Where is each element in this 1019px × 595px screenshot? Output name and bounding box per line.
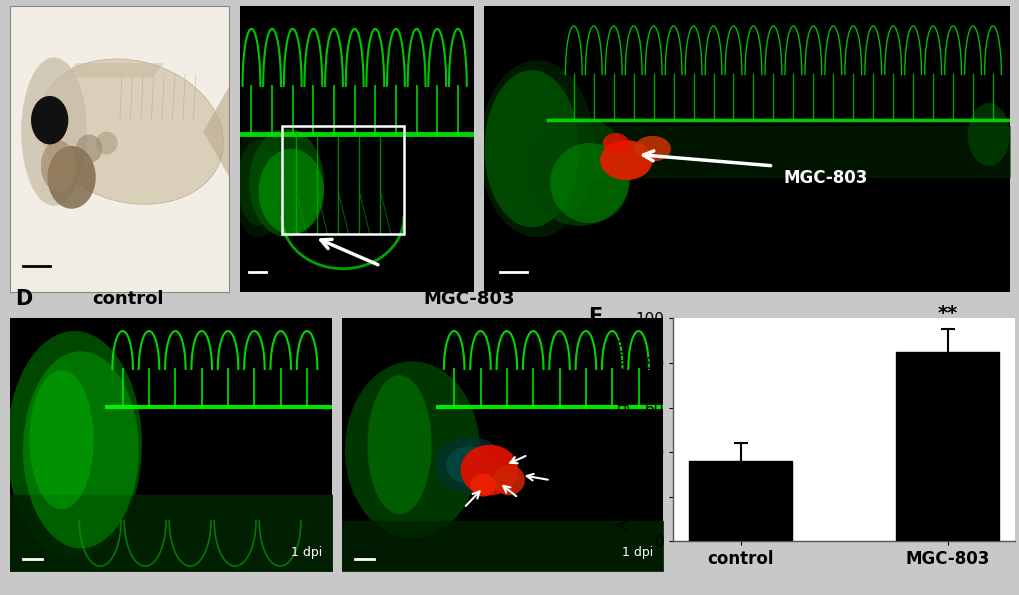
Ellipse shape xyxy=(967,103,1009,166)
Ellipse shape xyxy=(41,140,76,192)
Text: E: E xyxy=(587,307,601,327)
Bar xyxy=(281,126,404,234)
Ellipse shape xyxy=(634,136,671,162)
Ellipse shape xyxy=(21,57,87,206)
Ellipse shape xyxy=(599,140,652,180)
Ellipse shape xyxy=(30,370,94,509)
Text: D: D xyxy=(15,289,33,309)
Ellipse shape xyxy=(526,117,631,226)
Ellipse shape xyxy=(492,465,525,495)
Circle shape xyxy=(31,96,68,145)
Y-axis label: Angiogenesis length/embryo: Angiogenesis length/embryo xyxy=(615,330,629,530)
Ellipse shape xyxy=(344,361,479,538)
Ellipse shape xyxy=(7,331,142,559)
Ellipse shape xyxy=(258,149,324,234)
Ellipse shape xyxy=(602,133,629,153)
Ellipse shape xyxy=(249,129,324,237)
Ellipse shape xyxy=(445,446,494,484)
Text: 1 dpi: 1 dpi xyxy=(290,546,322,559)
Polygon shape xyxy=(65,63,163,77)
Text: control: control xyxy=(92,290,163,308)
Text: 1 dpi: 1 dpi xyxy=(622,546,653,559)
Text: **: ** xyxy=(936,304,957,323)
Ellipse shape xyxy=(232,129,284,237)
Ellipse shape xyxy=(549,143,629,223)
Ellipse shape xyxy=(23,351,139,549)
Ellipse shape xyxy=(434,437,505,493)
Text: MGC-803: MGC-803 xyxy=(423,290,515,308)
Bar xyxy=(895,352,999,541)
Ellipse shape xyxy=(367,375,431,514)
Text: MGC-803: MGC-803 xyxy=(784,169,867,187)
Ellipse shape xyxy=(461,444,518,495)
Ellipse shape xyxy=(48,146,96,209)
Polygon shape xyxy=(203,86,229,177)
Ellipse shape xyxy=(484,70,579,227)
Ellipse shape xyxy=(237,140,279,226)
Ellipse shape xyxy=(479,60,594,237)
Ellipse shape xyxy=(470,474,495,497)
Ellipse shape xyxy=(38,59,223,204)
Ellipse shape xyxy=(96,131,117,155)
Ellipse shape xyxy=(76,134,102,163)
Bar xyxy=(688,461,792,541)
